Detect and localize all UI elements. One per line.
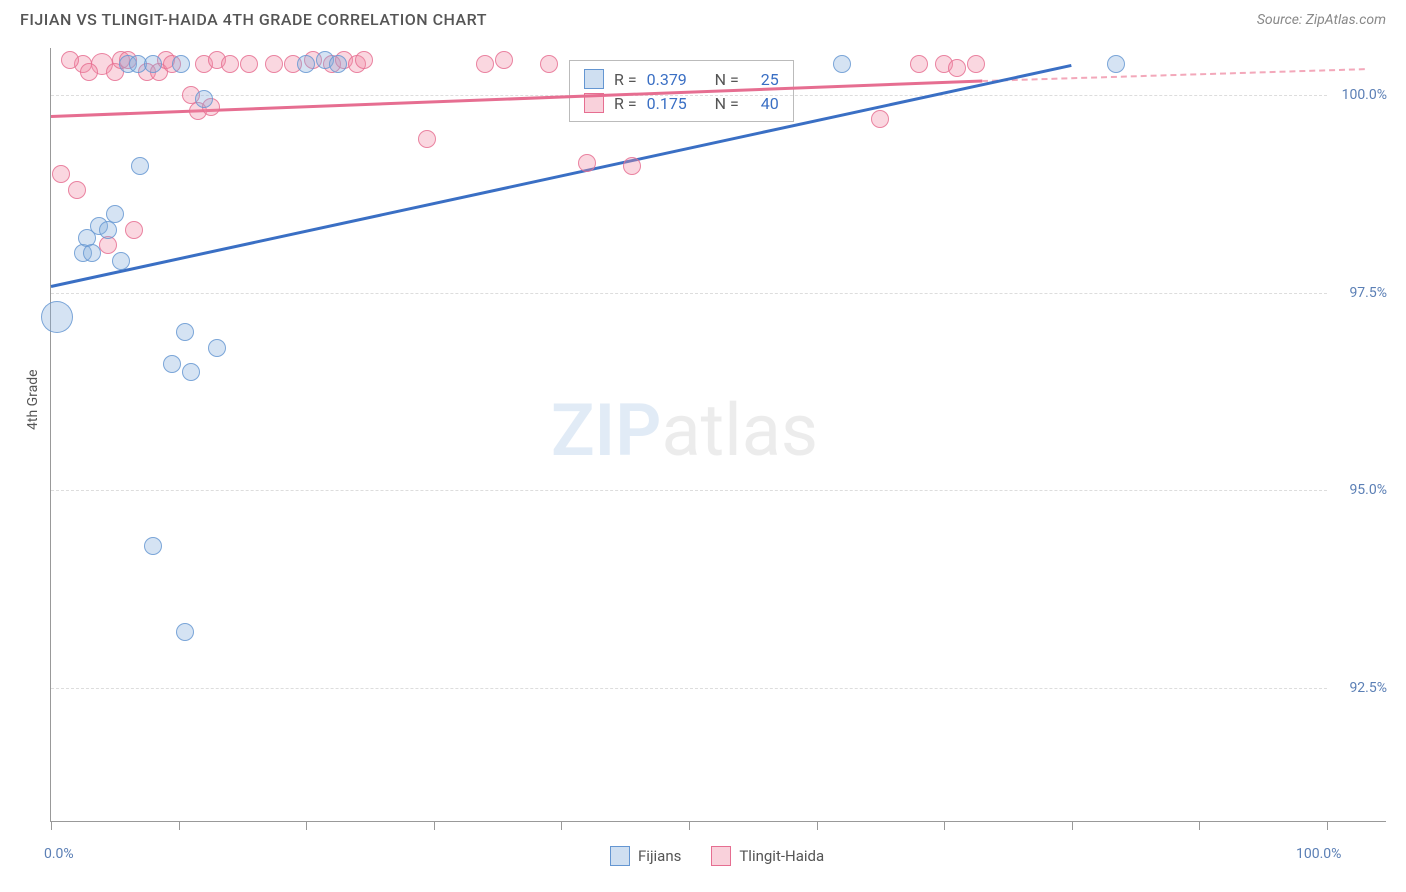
data-point [41,301,73,333]
data-point [297,55,315,73]
data-point [195,90,213,108]
y-tick-label: 100.0% [1332,87,1387,103]
data-point [221,55,239,73]
chart-container: ZIPatlas R =0.379N =25R =0.175N =40 92.5… [50,48,1386,822]
data-point [172,55,190,73]
data-point [112,252,130,270]
x-tick [1072,822,1073,830]
data-point [910,55,928,73]
data-point [495,51,513,69]
chart-header: FIJIAN VS TLINGIT-HAIDA 4TH GRADE CORREL… [0,0,1406,37]
watermark: ZIPatlas [551,388,818,473]
data-point [833,55,851,73]
x-tick [689,822,690,830]
data-point [418,130,436,148]
y-tick-label: 92.5% [1332,680,1387,696]
legend-item: Fijians [610,846,681,866]
data-point [68,181,86,199]
n-value: 25 [749,70,779,89]
legend-label: Fijians [638,847,681,865]
x-tick [306,822,307,830]
data-point [182,363,200,381]
data-point [1107,55,1125,73]
y-tick-label: 95.0% [1332,482,1387,498]
watermark-atlas: atlas [661,388,818,473]
y-tick-label: 97.5% [1332,285,1387,301]
data-point [476,55,494,73]
data-point [948,59,966,77]
watermark-zip: ZIP [551,388,661,473]
legend-item: Tlingit-Haida [711,846,824,866]
data-point [176,623,194,641]
data-point [240,55,258,73]
data-point [623,157,641,175]
data-point [355,51,373,69]
gridline [51,95,1327,96]
data-point [61,51,79,69]
source-label: Source: ZipAtlas.com [1257,12,1386,28]
data-point [208,339,226,357]
x-tick [434,822,435,830]
x-tick [1199,822,1200,830]
legend-label: Tlingit-Haida [739,847,824,865]
data-point [80,63,98,81]
data-point [52,165,70,183]
y-axis-label: 4th Grade [25,369,41,430]
data-point [540,55,558,73]
gridline [51,490,1327,491]
r-value: 0.379 [647,70,697,89]
n-label: N = [715,70,739,89]
x-tick [1327,822,1328,830]
data-point [106,205,124,223]
data-point [176,323,194,341]
x-tick [561,822,562,830]
legend-swatch [610,846,630,866]
data-point [329,55,347,73]
x-tick [817,822,818,830]
x-tick [944,822,945,830]
data-point [131,157,149,175]
data-point [967,55,985,73]
x-tick [179,822,180,830]
plot-area: ZIPatlas R =0.379N =25R =0.175N =40 92.5… [51,48,1327,822]
data-point [83,244,101,262]
gridline [51,293,1327,294]
legend-series: Fijians Tlingit-Haida [610,846,824,866]
data-point [871,110,889,128]
gridline [51,688,1327,689]
x-axis-min-label: 0.0% [44,846,74,862]
data-point [578,154,596,172]
data-point [144,537,162,555]
chart-title: FIJIAN VS TLINGIT-HAIDA 4TH GRADE CORREL… [20,10,487,29]
data-point [125,221,143,239]
data-point [163,355,181,373]
legend-swatch [711,846,731,866]
legend-swatch [584,69,604,89]
x-axis-max-label: 100.0% [1296,846,1341,862]
data-point [99,221,117,239]
data-point [99,236,117,254]
data-point [144,55,162,73]
x-tick [51,822,52,830]
r-label: R = [614,70,637,89]
data-point [265,55,283,73]
